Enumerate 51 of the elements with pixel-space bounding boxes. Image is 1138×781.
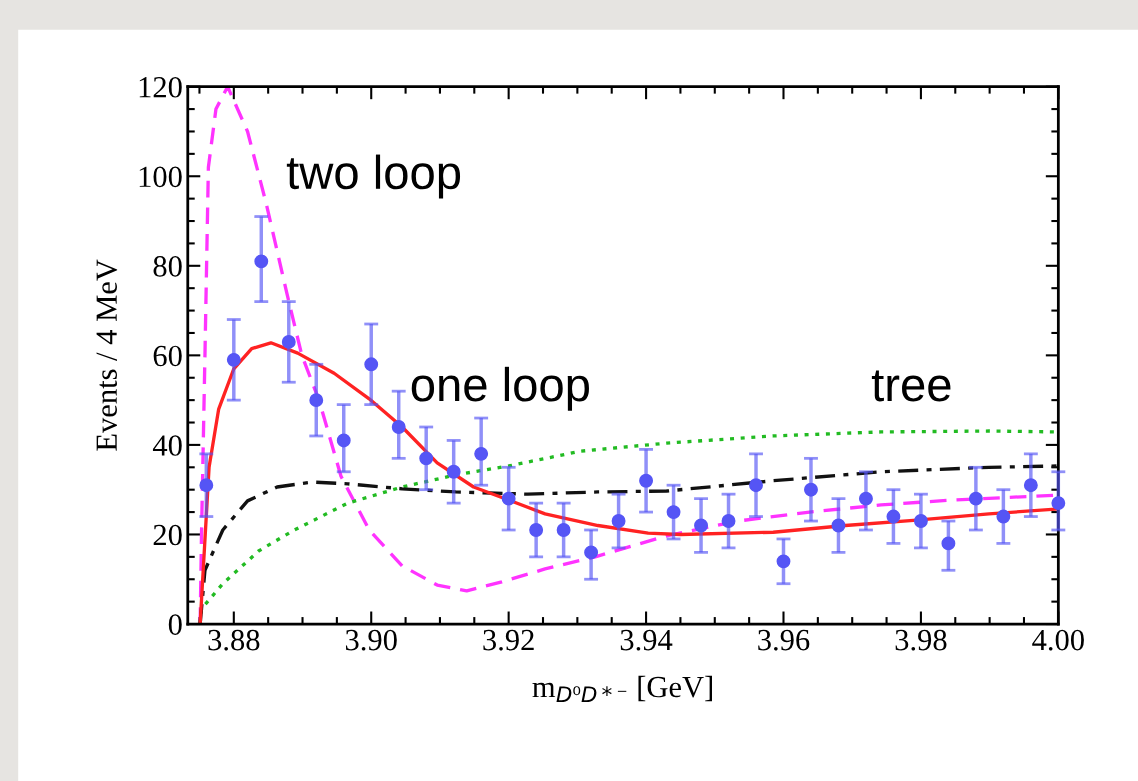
y-tick-label: 20 [153, 524, 182, 546]
point [556, 523, 571, 537]
point [281, 334, 296, 349]
annotation: two loop [286, 154, 461, 199]
point [611, 514, 626, 528]
y-tick-label: 100 [139, 166, 182, 188]
point [804, 482, 818, 497]
y-axis-title: Events / 4 MeV [96, 259, 118, 451]
point [529, 523, 544, 537]
annotation: tree [871, 370, 951, 402]
x-tick-label: 4.00 [1032, 629, 1084, 651]
point [364, 357, 379, 372]
point [913, 514, 928, 528]
x-tick-label: 3.88 [208, 629, 260, 651]
point [666, 505, 681, 520]
x-tick-label: 3.96 [758, 629, 810, 651]
point [721, 514, 736, 528]
annotation: one loop [411, 366, 589, 411]
y-tick-label: 0 [168, 614, 182, 635]
point [1051, 496, 1066, 511]
point [309, 393, 324, 408]
point [694, 518, 708, 533]
x-tick-label: 3.98 [895, 629, 947, 651]
point [254, 254, 269, 269]
point [996, 509, 1011, 524]
point [391, 420, 406, 434]
point [859, 491, 873, 506]
y-tick-label: 40 [152, 435, 182, 456]
point [831, 518, 846, 533]
point [446, 464, 461, 479]
point [749, 478, 763, 493]
point [584, 545, 599, 560]
point [941, 536, 956, 551]
point [776, 554, 791, 569]
y-tick-label: 60 [153, 345, 182, 367]
point [1023, 478, 1038, 493]
point [639, 473, 654, 488]
y-tick-label: 120 [139, 76, 182, 98]
x-axis-title: m$_{D⁰D*⁻}$ [GeV] [532, 675, 712, 703]
point [474, 446, 489, 461]
point [886, 509, 901, 524]
x-tick-label: 3.94 [620, 629, 673, 651]
point [968, 491, 983, 506]
point [226, 352, 241, 367]
point [501, 491, 516, 506]
y-tick-label: 80 [153, 256, 182, 277]
point [419, 451, 434, 466]
x-tick-label: 3.90 [345, 629, 397, 651]
point [336, 433, 351, 448]
point [199, 478, 214, 493]
x-tick-label: 3.92 [483, 629, 534, 651]
